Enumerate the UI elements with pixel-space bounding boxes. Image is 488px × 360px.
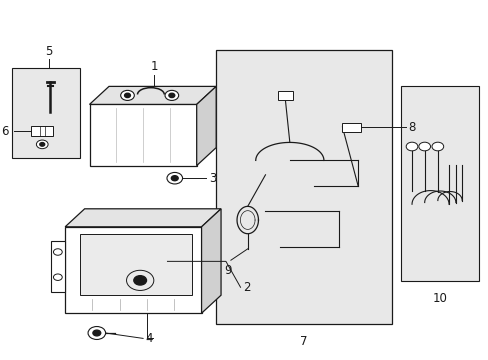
Polygon shape [196, 86, 216, 166]
Circle shape [88, 327, 105, 339]
Circle shape [53, 249, 62, 255]
Circle shape [431, 142, 443, 151]
Bar [65, 227, 201, 313]
Circle shape [168, 93, 174, 98]
Bar [89, 104, 196, 166]
Circle shape [406, 142, 417, 151]
Text: 9: 9 [224, 264, 232, 277]
Text: 10: 10 [432, 292, 447, 305]
Text: 4: 4 [145, 332, 153, 345]
Circle shape [418, 142, 429, 151]
Text: 6: 6 [1, 125, 9, 138]
Circle shape [166, 172, 182, 184]
Text: 1: 1 [150, 60, 158, 73]
Circle shape [171, 176, 178, 181]
Circle shape [126, 270, 154, 291]
Bar [12, 68, 80, 158]
Text: 3: 3 [208, 172, 216, 185]
Bar [216, 50, 391, 324]
Bar [31, 126, 53, 136]
Text: 2: 2 [243, 281, 250, 294]
Circle shape [53, 274, 62, 280]
Circle shape [36, 140, 48, 149]
Polygon shape [65, 209, 221, 227]
Circle shape [93, 330, 101, 336]
Text: 5: 5 [45, 45, 53, 58]
Bar [342, 123, 360, 132]
Polygon shape [50, 241, 65, 292]
Polygon shape [89, 86, 216, 104]
Text: 8: 8 [408, 121, 415, 134]
Bar [401, 86, 478, 281]
Polygon shape [201, 209, 221, 313]
Circle shape [40, 143, 44, 146]
Circle shape [121, 90, 134, 100]
Circle shape [164, 90, 178, 100]
Bar [277, 91, 292, 100]
Bar [80, 234, 191, 295]
Circle shape [134, 276, 146, 285]
Circle shape [124, 93, 130, 98]
Text: 7: 7 [300, 335, 307, 348]
